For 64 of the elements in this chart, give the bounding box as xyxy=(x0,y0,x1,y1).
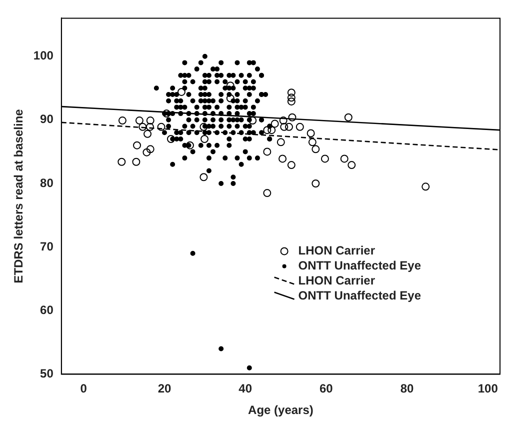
point xyxy=(422,182,430,191)
point xyxy=(279,116,288,125)
point xyxy=(142,148,151,156)
point xyxy=(138,122,147,131)
point xyxy=(312,179,320,188)
point xyxy=(186,141,194,150)
point xyxy=(320,154,329,163)
point xyxy=(144,130,152,138)
legend-label: ONTT Unaffected Eye xyxy=(298,258,422,273)
point xyxy=(312,145,320,154)
point xyxy=(296,122,304,131)
point xyxy=(287,161,296,170)
point xyxy=(287,88,296,97)
x-tick-label: 20 xyxy=(158,382,172,396)
y-tick-label: 90 xyxy=(40,112,54,126)
point xyxy=(132,158,140,166)
point xyxy=(200,173,208,182)
point xyxy=(280,122,288,131)
y-tick-label: 50 xyxy=(40,366,54,381)
point xyxy=(287,97,296,106)
point xyxy=(162,110,171,118)
x-tick-label: 0 xyxy=(80,382,88,396)
point xyxy=(146,122,154,131)
x-tick-label: 80 xyxy=(400,382,414,396)
x-tick-label: 60 xyxy=(320,382,334,396)
point xyxy=(146,116,154,125)
point xyxy=(308,138,316,146)
point xyxy=(284,122,293,131)
point xyxy=(268,126,276,134)
point xyxy=(166,134,175,143)
y-tick-label: 100 xyxy=(33,48,54,63)
legend-label: LHON Carrier xyxy=(298,274,376,288)
x-tick-label: 100 xyxy=(478,382,498,396)
point xyxy=(200,122,208,131)
point xyxy=(344,113,352,122)
point xyxy=(263,189,272,198)
point xyxy=(278,154,287,163)
point xyxy=(288,113,296,122)
point xyxy=(306,129,315,138)
point xyxy=(248,116,257,125)
y-tick-label: 60 xyxy=(40,302,54,317)
legend-label: ONTT Unaffected Eye xyxy=(298,288,422,303)
point xyxy=(340,154,348,163)
point xyxy=(287,94,296,102)
point xyxy=(157,122,166,131)
x-axis-title: Age (years) xyxy=(248,403,314,418)
y-axis-title: ETDRS letters read at baseline xyxy=(12,108,26,284)
point xyxy=(133,141,142,150)
legend-label: LHON Carrier xyxy=(298,244,376,258)
point xyxy=(226,94,234,102)
point xyxy=(270,120,279,128)
point xyxy=(263,126,272,134)
point xyxy=(118,158,126,166)
point xyxy=(146,145,154,154)
point xyxy=(200,134,209,143)
point xyxy=(348,161,356,170)
point xyxy=(118,116,126,125)
y-tick-label: 70 xyxy=(40,239,54,254)
point xyxy=(135,116,144,125)
x-tick-label: 40 xyxy=(238,382,252,396)
point xyxy=(177,88,186,96)
y-tick-label: 80 xyxy=(40,176,54,190)
point xyxy=(276,138,285,146)
point xyxy=(263,148,272,156)
